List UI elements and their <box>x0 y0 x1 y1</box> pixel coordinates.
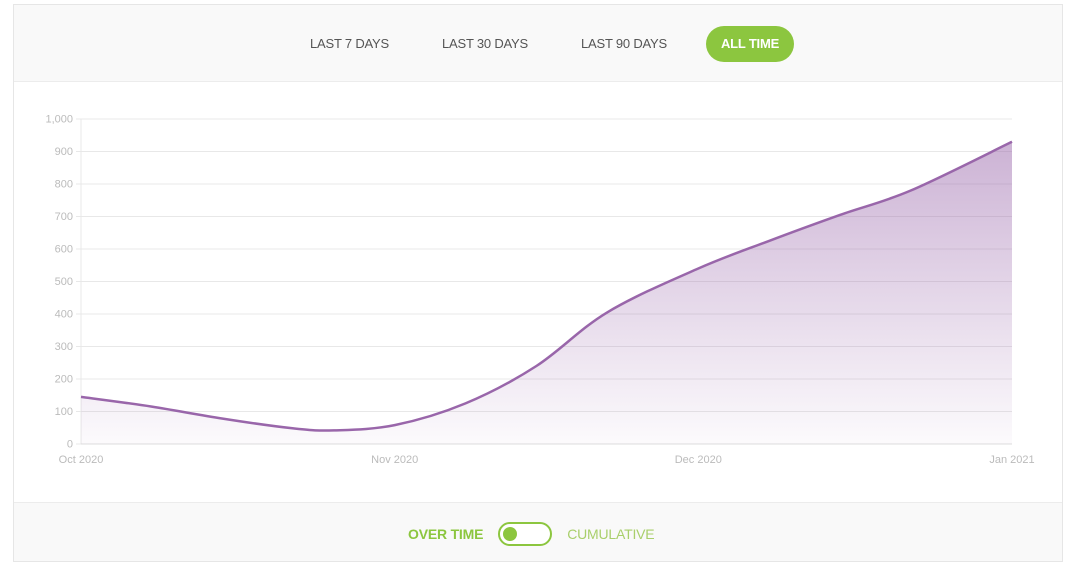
y-tick-label: 600 <box>55 244 73 256</box>
tab-last-7-days[interactable]: LAST 7 DAYS <box>310 36 389 51</box>
y-tick-label: 0 <box>67 439 73 451</box>
gridlines <box>81 118 1012 445</box>
tab-last-90-days[interactable]: LAST 90 DAYS <box>580 36 667 51</box>
y-tick-label: 800 <box>55 179 73 191</box>
y-tick-label: 100 <box>55 406 73 418</box>
x-tick-label: Dec 2020 <box>675 454 722 466</box>
chart-card: LAST 7 DAYS LAST 30 DAYS LAST 90 DAYS AL… <box>13 4 1063 562</box>
y-tick-label: 900 <box>55 146 73 158</box>
chart-footer: OVER TIME CUMULATIVE <box>14 502 1062 561</box>
x-axis: Oct 2020 Nov 2020 Dec 2020 Jan 2021 <box>59 443 1035 466</box>
mode-switch[interactable] <box>498 522 553 546</box>
range-header: LAST 7 DAYS LAST 30 DAYS LAST 90 DAYS AL… <box>14 5 1062 82</box>
mode-toggle: OVER TIME CUMULATIVE <box>408 522 655 546</box>
y-tick-label: 200 <box>55 374 73 386</box>
y-tick-label: 1,000 <box>45 114 73 126</box>
x-tick-label: Nov 2020 <box>371 454 418 466</box>
series-line <box>80 140 1013 432</box>
y-axis: 0 100 200 300 400 500 600 700 800 900 1,000 <box>45 114 82 451</box>
x-tick-label: Jan 2021 <box>989 454 1034 466</box>
tab-last-30-days[interactable]: LAST 30 DAYS <box>441 36 528 51</box>
y-tick-label: 500 <box>55 276 73 288</box>
series-layer <box>80 140 1013 445</box>
x-tick-label: Oct 2020 <box>59 454 104 466</box>
y-tick-label: 400 <box>55 309 73 321</box>
chart-area: 0 100 200 300 400 500 600 700 800 900 1,000 Oct 20… <box>14 83 1062 501</box>
y-tick-label: 700 <box>55 211 73 223</box>
series-area <box>81 141 1012 445</box>
range-tabs: LAST 7 DAYS LAST 30 DAYS LAST 90 DAYS AL… <box>296 26 795 62</box>
tab-all-time[interactable]: ALL TIME <box>705 26 795 62</box>
switch-knob <box>503 527 518 541</box>
y-tick-label: 300 <box>55 341 73 353</box>
over-time-label[interactable]: OVER TIME <box>408 526 484 542</box>
area-chart: 0 100 200 300 400 500 600 700 800 900 1,000 Oct 20… <box>45 114 1035 467</box>
cumulative-label[interactable]: CUMULATIVE <box>567 526 655 542</box>
